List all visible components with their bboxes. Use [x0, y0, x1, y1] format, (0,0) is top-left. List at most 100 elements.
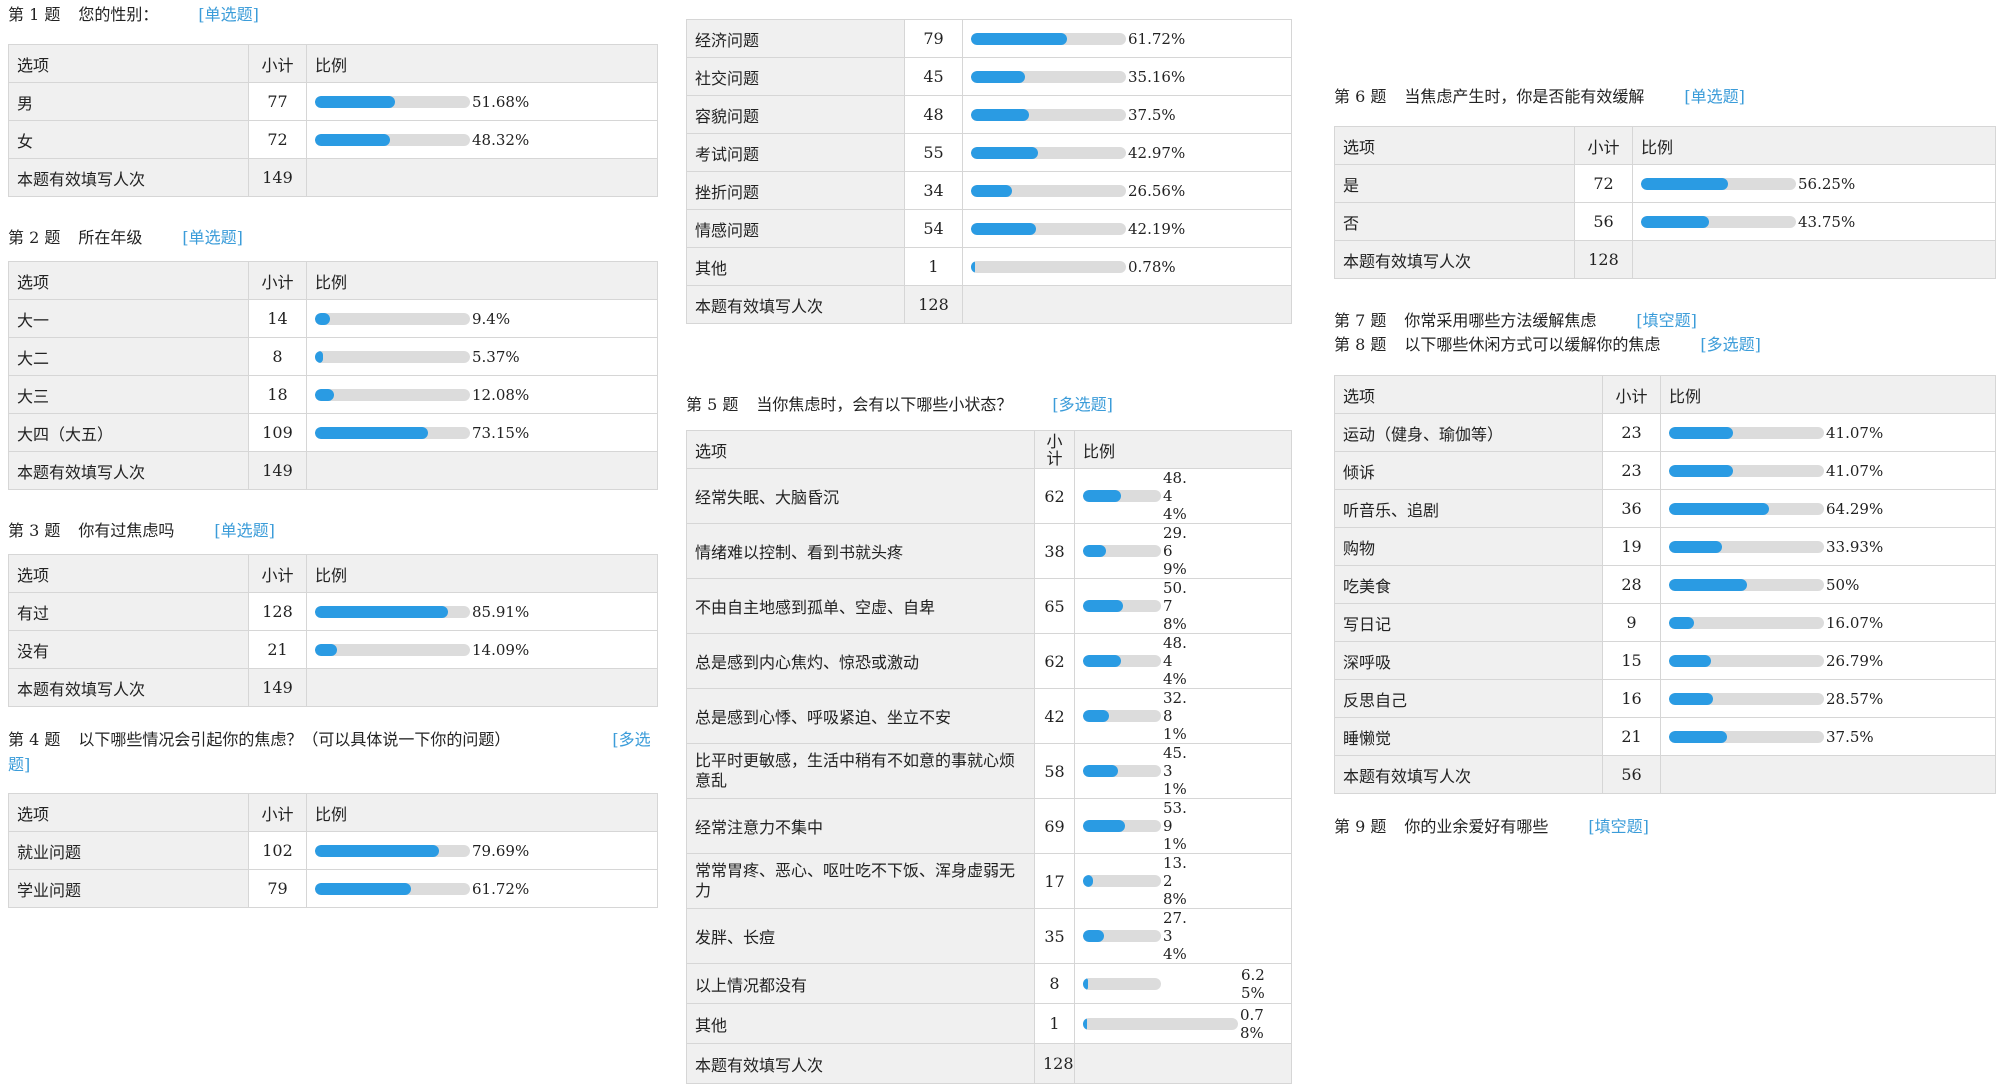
count-value: 56 — [1574, 202, 1633, 241]
question-type-link[interactable]: [单选题] — [198, 5, 259, 24]
count-value: 8 — [1034, 963, 1075, 1004]
question-type-link[interactable]: [单选题] — [214, 521, 275, 540]
option-label: 其他 — [686, 1003, 1035, 1044]
header-count-line-1: 小 — [1046, 431, 1063, 451]
ratio-bar-fill — [1641, 215, 1709, 228]
option-label: 深呼吸 — [1334, 641, 1603, 680]
header-count: 小计 — [248, 261, 307, 300]
ratio-bar-fill — [1669, 730, 1728, 743]
question-6-header: 第 6 题 当焦虑产生时，你是否能有效缓解 [单选题] — [1334, 82, 1996, 108]
option-label: 是 — [1334, 164, 1575, 203]
count-value: 1 — [1034, 1003, 1075, 1044]
ratio-value: 61.72% — [1128, 29, 1186, 48]
table-row: 发胖、长痘 35 27.34% — [686, 908, 1292, 964]
ratio-value: 14.09% — [472, 640, 530, 659]
question-5-header: 第 5 题 当你焦虑时，会有以下哪些小状态？ [多选题] — [686, 390, 1292, 416]
option-label: 情感问题 — [686, 209, 905, 248]
ratio-value: 61.72% — [472, 879, 530, 898]
total-label: 本题有效填写人次 — [1334, 755, 1603, 794]
ratio-bar — [1083, 875, 1161, 887]
ratio-bar-fill — [971, 70, 1026, 83]
ratio-value: 0.78% — [1128, 257, 1176, 276]
table-row: 情感问题 54 42.19% — [686, 209, 1292, 248]
header-ratio: 比例 — [1632, 126, 1996, 165]
header-option: 选项 — [8, 261, 249, 300]
table-row: 总是感到内心焦灼、惊恐或激动 62 48.44% — [686, 633, 1292, 689]
ratio-value: 85.91% — [472, 602, 530, 621]
ratio-bar — [1641, 215, 1796, 228]
total-row: 本题有效填写人次 128 — [686, 1043, 1292, 1084]
question-type-link[interactable]: [单选题] — [182, 228, 243, 247]
ratio-value: 48.44% — [1163, 469, 1187, 523]
ratio-bar-fill — [315, 882, 411, 895]
ratio-bar-fill — [1669, 540, 1722, 553]
header-option: 选项 — [686, 430, 1035, 469]
header-ratio: 比例 — [1660, 375, 1996, 414]
ratio-bar — [1669, 730, 1824, 743]
question-type-link[interactable]: [单选题] — [1684, 87, 1745, 106]
ratio-bar-fill — [1083, 875, 1094, 887]
question-type-link-wrap[interactable]: 题] — [8, 755, 31, 774]
question-8-header: 第 8 题 以下哪些休闲方式可以缓解你的焦虑 [多选题] — [1334, 331, 1996, 355]
ratio-bar-fill — [1083, 765, 1119, 777]
count-value: 72 — [1574, 164, 1633, 203]
total-value: 149 — [248, 158, 307, 197]
question-type-link[interactable]: [填空题] — [1636, 311, 1697, 330]
table-row: 吃美食 28 50% — [1334, 565, 1996, 604]
table-row: 倾诉 23 41.07% — [1334, 451, 1996, 490]
ratio-bar — [1083, 820, 1161, 832]
header-option: 选项 — [8, 44, 249, 83]
ratio-bar — [315, 882, 470, 895]
ratio-value: 28.57% — [1826, 689, 1884, 708]
option-label: 比平时更敏感，生活中稍有不如意的事就心烦意乱 — [686, 743, 1035, 799]
ratio-bar — [1669, 692, 1824, 705]
ratio-value: 29.69% — [1163, 524, 1187, 578]
count-value: 79 — [904, 19, 963, 58]
ratio-bar-fill — [1083, 600, 1123, 612]
ratio-bar — [1083, 545, 1161, 557]
ratio-bar-fill — [1083, 655, 1121, 667]
question-type-link[interactable]: [多选题] — [1052, 395, 1113, 414]
ratio-bar — [315, 426, 470, 439]
ratio-value: 12.08% — [472, 385, 530, 404]
question-1-header: 第 1 题 您的性别： [单选题] — [8, 0, 658, 26]
ratio-bar — [315, 133, 470, 146]
question-type-link[interactable]: [多选 — [612, 729, 650, 769]
ratio-bar — [971, 108, 1126, 121]
count-value: 45 — [904, 57, 963, 96]
option-label: 否 — [1334, 202, 1575, 241]
ratio-value: 41.07% — [1826, 423, 1884, 442]
count-value: 58 — [1034, 743, 1075, 799]
option-label: 大三 — [8, 375, 249, 414]
ratio-bar — [315, 844, 470, 857]
question-6-table: 选项 小计 比例 是 72 56.25% 否 56 43.75% 本题有效填写人次 128 — [1334, 126, 1996, 279]
total-label: 本题有效填写人次 — [8, 158, 249, 197]
option-label: 常常胃疼、恶心、呕吐吃不下饭、浑身虚弱无力 — [686, 853, 1035, 909]
option-label: 社交问题 — [686, 57, 905, 96]
option-label: 购物 — [1334, 527, 1603, 566]
ratio-bar-fill — [1083, 930, 1105, 942]
question-2-header: 第 2 题 所在年级 [单选题] — [8, 223, 658, 249]
table-row: 以上情况都没有 8 6.25% — [686, 963, 1292, 1004]
table-row: 常常胃疼、恶心、呕吐吃不下饭、浑身虚弱无力 17 13.28% — [686, 853, 1292, 909]
ratio-bar — [1669, 540, 1824, 553]
option-label: 睡懒觉 — [1334, 717, 1603, 756]
ratio-bar — [315, 643, 470, 656]
ratio-bar-fill — [315, 388, 334, 401]
ratio-value: 73.15% — [472, 423, 530, 442]
count-value: 23 — [1602, 413, 1661, 452]
ratio-bar-fill — [971, 260, 975, 273]
ratio-bar — [1669, 616, 1824, 629]
question-number: 第 6 题 — [1334, 87, 1387, 106]
count-value: 18 — [248, 375, 307, 414]
table-row: 经常失眠、大脑昏沉 62 48.44% — [686, 468, 1292, 524]
question-type-link[interactable]: [填空题] — [1588, 817, 1649, 836]
option-label: 女 — [8, 120, 249, 159]
question-type-link[interactable]: [多选题] — [1700, 335, 1761, 354]
table-row: 容貌问题 48 37.5% — [686, 95, 1292, 134]
table-row: 写日记 9 16.07% — [1334, 603, 1996, 642]
ratio-bar-fill — [315, 605, 449, 618]
ratio-bar — [1641, 177, 1796, 190]
ratio-bar — [971, 70, 1126, 83]
ratio-bar-fill — [315, 312, 330, 325]
